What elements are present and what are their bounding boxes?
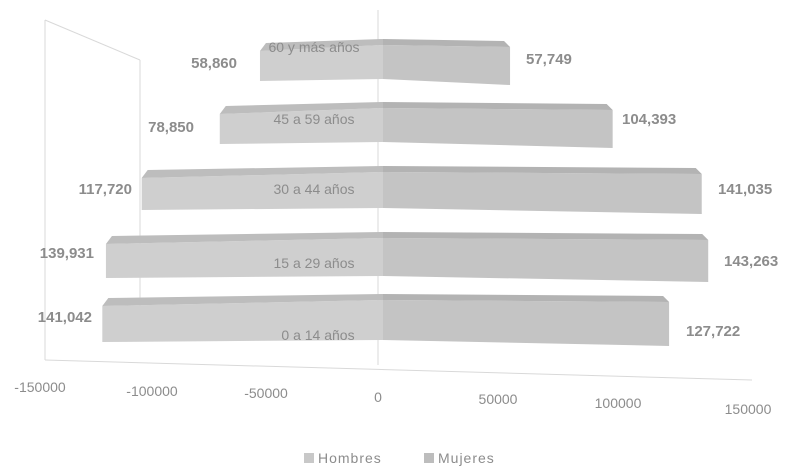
x-tick-label-neg-150000: -150000 <box>14 379 66 395</box>
bar-mujeres-0-a-14-anos <box>383 300 670 346</box>
x-tick-label-neg-100000: -100000 <box>126 383 178 399</box>
x-tick-label-neg-50000: -50000 <box>244 385 288 401</box>
bar-hombres-45-a-59-anos <box>219 108 383 144</box>
legend-label-mujeres: Mujeres <box>438 450 495 466</box>
bar-hombres-30-a-44-anos <box>141 172 383 210</box>
data-label-hombres-30-a-44-anos: 117,720 <box>79 181 132 198</box>
data-label-mujeres-0-a-14-anos: 127,722 <box>686 323 740 340</box>
chart-bars <box>102 39 709 346</box>
x-tick-label-100000: 100000 <box>595 395 642 411</box>
bar-top-hombres-30-a-44-anos <box>141 166 383 178</box>
data-label-hombres-15-a-29-anos: 139,931 <box>40 245 94 262</box>
bar-top-mujeres-15-a-29-anos <box>383 232 709 240</box>
category-label-60-y-mas-anos: 60 y más años <box>268 39 359 55</box>
data-label-mujeres-15-a-29-anos: 143,263 <box>724 253 778 270</box>
category-label-0-a-14-anos: 0 a 14 años <box>281 327 354 343</box>
bar-top-hombres-60-y-mas-anos <box>259 39 383 51</box>
left-wall-top-edge <box>44 19 141 61</box>
bar-top-mujeres-45-a-59-anos <box>383 102 613 110</box>
category-label-15-a-29-anos: 15 a 29 años <box>274 255 355 271</box>
bar-mujeres-45-a-59-anos <box>383 108 613 148</box>
bar-top-mujeres-30-a-44-anos <box>383 166 702 174</box>
bar-top-mujeres-60-y-mas-anos <box>383 39 511 47</box>
bar-hombres-15-a-29-anos <box>105 238 384 278</box>
data-label-mujeres-30-a-44-anos: 141,035 <box>718 181 772 198</box>
x-tick-label-50000: 50000 <box>479 391 518 407</box>
bar-mujeres-60-y-mas-anos <box>383 45 511 85</box>
legend-swatch-mujeres <box>424 453 434 463</box>
bar-top-hombres-0-a-14-anos <box>102 294 384 306</box>
floor-front-edge <box>44 359 753 381</box>
legend-swatch-hombres <box>304 453 314 463</box>
bar-top-hombres-15-a-29-anos <box>105 232 384 244</box>
bar-mujeres-30-a-44-anos <box>383 172 702 214</box>
data-labels: 141,042 127,722 139,931 143,263 117,720 141,0… <box>38 51 778 340</box>
category-label-30-a-44-anos: 30 a 44 años <box>274 181 355 197</box>
x-tick-label-0: 0 <box>374 389 382 405</box>
data-label-mujeres-60-y-mas-anos: 57,749 <box>526 51 572 68</box>
bar-hombres-0-a-14-anos <box>102 300 384 342</box>
data-label-hombres-45-a-59-anos: 78,850 <box>148 119 194 136</box>
bar-mujeres-15-a-29-anos <box>383 238 709 282</box>
x-tick-label-150000: 150000 <box>725 401 772 417</box>
bar-hombres-60-y-mas-anos <box>259 45 383 81</box>
data-label-hombres-60-y-mas-anos: 58,860 <box>191 55 237 72</box>
category-label-45-a-59-anos: 45 a 59 años <box>274 111 355 127</box>
legend-label-hombres: Hombres <box>318 450 382 466</box>
bar-top-mujeres-0-a-14-anos <box>383 294 670 302</box>
category-labels: 0 a 14 años 15 a 29 años 30 a 44 años 45 a … <box>268 39 359 343</box>
x-axis-ticks: -150000 -100000 -50000 0 50000 100000 150000 <box>14 379 771 417</box>
bar-top-hombres-45-a-59-anos <box>219 102 383 114</box>
data-label-mujeres-45-a-59-anos: 104,393 <box>622 111 676 128</box>
legend: Hombres Mujeres <box>304 450 495 466</box>
data-label-hombres-0-a-14-anos: 141,042 <box>38 309 92 326</box>
